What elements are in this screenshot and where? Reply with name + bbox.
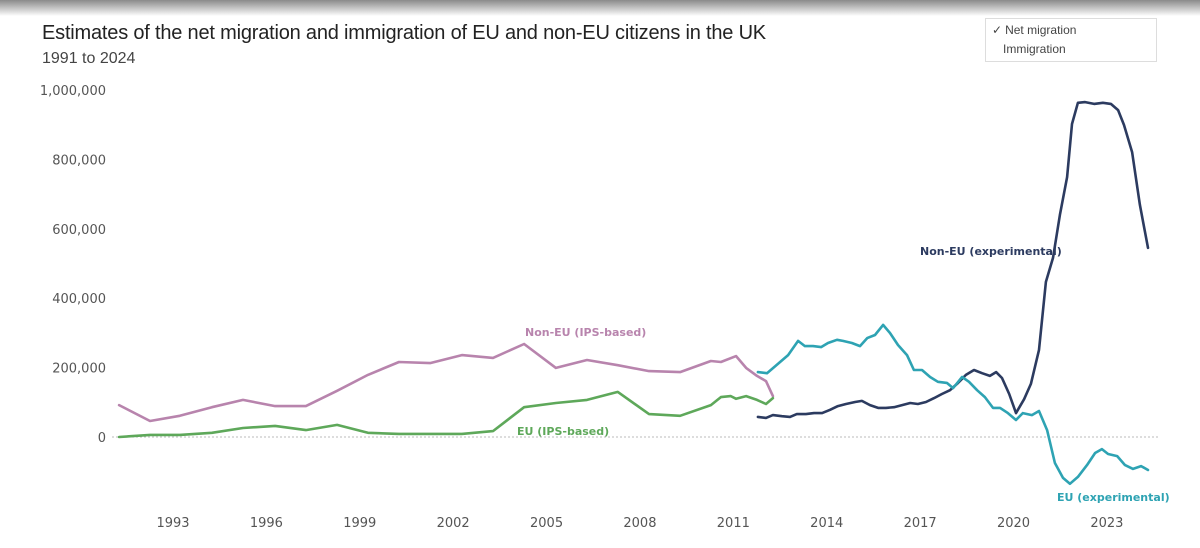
x-tick-label: 1996: [250, 516, 283, 531]
series-line-eu-ips-based[interactable]: [117, 390, 775, 439]
y-tick-label: 400,000: [52, 292, 106, 307]
x-tick-label: 2020: [997, 516, 1030, 531]
y-tick-label: 800,000: [52, 153, 106, 168]
x-tick-label: 2011: [717, 516, 750, 531]
series-line-non-eu-ips-based[interactable]: [117, 342, 775, 423]
option-net-migration[interactable]: ✓ Net migration: [992, 23, 1076, 37]
x-tick-label: 2023: [1090, 516, 1123, 531]
window-top-shadow: [0, 0, 1200, 16]
y-tick-label: 200,000: [52, 362, 106, 377]
y-tick-label: 1,000,000: [40, 84, 106, 99]
chart-title: Estimates of the net migration and immig…: [42, 22, 766, 44]
option-label: Immigration: [1003, 42, 1066, 56]
x-tick-label: 2017: [904, 516, 937, 531]
label-non-eu-experimental: Non-EU (experimental): [920, 245, 1062, 258]
y-tick-label: 600,000: [52, 223, 106, 238]
chart-subtitle: 1991 to 2024: [42, 50, 136, 67]
x-tick-label: 1999: [343, 516, 376, 531]
x-tick-label: 1993: [156, 516, 189, 531]
x-tick-label: 2005: [530, 516, 563, 531]
label-eu-experimental: EU (experimental): [1057, 491, 1170, 504]
x-tick-label: 2002: [437, 516, 470, 531]
series-line-non-eu-experimental[interactable]: [756, 100, 1150, 420]
x-tick-label: 2014: [810, 516, 843, 531]
series-line-eu-experimental[interactable]: [756, 323, 1150, 486]
y-tick-label: 0: [98, 431, 106, 446]
measure-selector[interactable]: ✓ Net migration Immigration: [985, 18, 1157, 62]
label-eu-ips: EU (IPS-based): [517, 425, 609, 438]
checkmark-icon: ✓: [992, 23, 1003, 37]
label-non-eu-ips: Non-EU (IPS-based): [525, 326, 646, 339]
option-label: Net migration: [1005, 23, 1077, 37]
x-tick-label: 2008: [623, 516, 656, 531]
option-immigration[interactable]: Immigration: [1003, 42, 1066, 56]
